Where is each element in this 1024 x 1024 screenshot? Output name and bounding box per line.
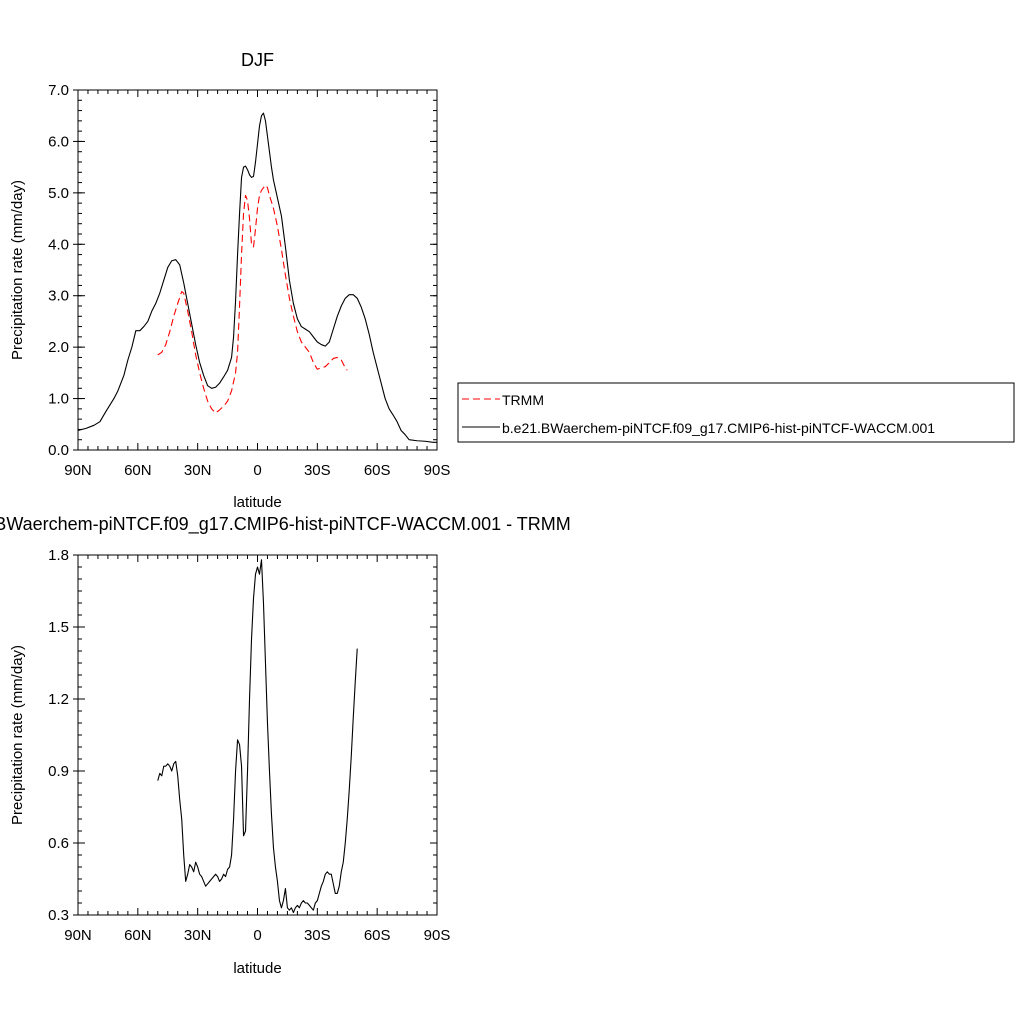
legend-label-1: TRMM — [502, 392, 544, 408]
legend: TRMM b.e21.BWaerchem-piNTCF.f09_g17.CMIP6… — [457, 382, 1015, 443]
y-tick-label: 1.2 — [48, 691, 69, 708]
chart-panel-2: b.e21.BWaerchem-piNTCF.f09_g17.CMIP6-his… — [0, 514, 571, 977]
series-group — [78, 112, 437, 443]
x-tick-label: 90N — [64, 927, 92, 944]
x-tick-label: 90N — [64, 462, 92, 479]
x-tick-label: 60N — [124, 462, 152, 479]
y-axis-title: Precipitation rate (mm/day) — [9, 645, 26, 825]
x-tick-label: 30N — [184, 927, 212, 944]
chart-panel-1: DJF 90N 60N 30N 0 30S 60S 90S 0.0 1.0 2.0 3.0 4.0 5.0… — [9, 50, 1015, 511]
y-tick-label: 0.0 — [48, 442, 69, 459]
x-tick-label: 0 — [253, 927, 261, 944]
y-tick-label: 0.6 — [48, 835, 69, 852]
y-tick-label: 3.0 — [48, 288, 69, 305]
y-tick-label: 1.5 — [48, 619, 69, 636]
legend-label-2: b.e21.BWaerchem-piNTCF.f09_g17.CMIP6-his… — [502, 420, 935, 436]
y-tick-label: 0.9 — [48, 763, 69, 780]
y-tick-label: 6.0 — [48, 133, 69, 150]
y-tick-label: 4.0 — [48, 236, 69, 253]
series-line-1 — [157, 184, 348, 414]
x-axis-title: latitude — [233, 494, 281, 511]
plot-title: DJF — [241, 50, 274, 70]
plot-frame — [77, 89, 438, 451]
x-tick-label: 30S — [304, 927, 331, 944]
plot-title: b.e21.BWaerchem-piNTCF.f09_g17.CMIP6-his… — [0, 514, 571, 535]
legend-box — [457, 382, 1015, 443]
x-tick-label: 60S — [364, 927, 391, 944]
y-tick-label: 1.8 — [48, 547, 69, 564]
x-tick-label: 90S — [424, 462, 451, 479]
plot-frame — [77, 554, 438, 916]
x-tick-label: 30S — [304, 462, 331, 479]
x-axis-title: latitude — [233, 960, 281, 977]
y-tick-label: 7.0 — [48, 82, 69, 99]
y-axis-title: Precipitation rate (mm/day) — [9, 180, 26, 360]
y-tick-label: 2.0 — [48, 339, 69, 356]
x-tick-label: 0 — [253, 462, 261, 479]
x-tick-label: 90S — [424, 927, 451, 944]
x-tick-label: 30N — [184, 462, 212, 479]
y-tick-label: 1.0 — [48, 391, 69, 408]
x-tick-label: 60S — [364, 462, 391, 479]
series-line-1 — [157, 559, 358, 914]
series-line-2 — [78, 112, 437, 443]
y-tick-label: 5.0 — [48, 185, 69, 202]
series-group — [157, 559, 358, 914]
x-tick-label: 60N — [124, 927, 152, 944]
y-tick-label: 0.3 — [48, 907, 69, 924]
